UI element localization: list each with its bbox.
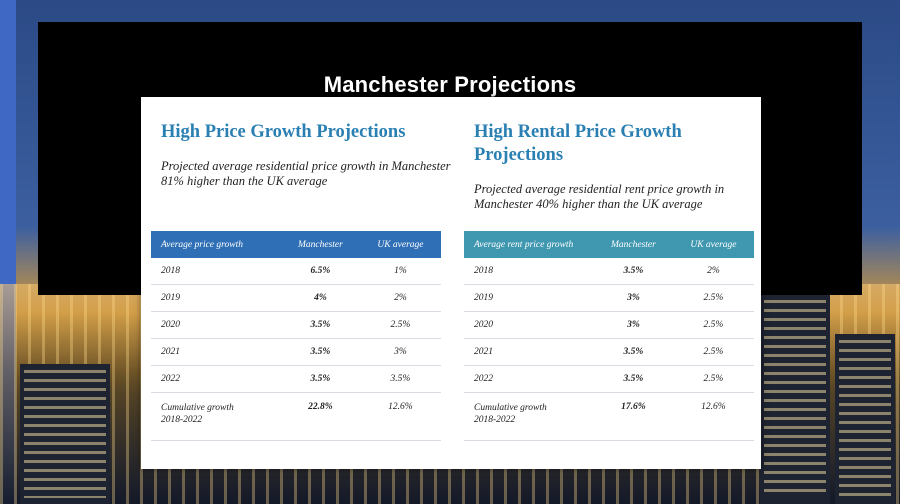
manchester-cell: 3.5% (281, 311, 360, 339)
cumulative-label-line1: Cumulative growth (161, 403, 234, 413)
table-row: 2018 3.5% 2% (464, 258, 754, 285)
year-cell: 2020 (464, 311, 594, 339)
cumulative-row: Cumulative growth 2018-2022 17.6% 12.6% (464, 392, 754, 441)
price-heading: High Price Growth Projections (161, 122, 406, 142)
manchester-cell: 3% (594, 311, 673, 339)
table-row: 2021 3.5% 2.5% (464, 338, 754, 366)
table-row: 2020 3.5% 2.5% (151, 311, 441, 339)
year-cell: 2019 (151, 284, 281, 312)
table-header-row: Average rent price growth Manchester UK … (464, 231, 754, 258)
table-row: 2019 4% 2% (151, 284, 441, 312)
cumulative-label: Cumulative growth 2018-2022 (464, 392, 594, 441)
year-cell: 2021 (464, 338, 594, 366)
price-subtitle: Projected average residential price grow… (161, 159, 451, 188)
manchester-cell: 3.5% (594, 338, 673, 366)
column-header: Manchester (281, 231, 360, 258)
uk-cell: 3.5% (359, 365, 441, 393)
table-header-row: Average price growth Manchester UK avera… (151, 231, 441, 258)
table-row: 2019 3% 2.5% (464, 284, 754, 312)
manchester-cell: 3.5% (281, 365, 360, 393)
rent-table: Average rent price growth Manchester UK … (464, 231, 754, 441)
uk-cell: 12.6% (672, 392, 754, 441)
cumulative-label-line2: 2018-2022 (474, 415, 516, 425)
cumulative-label-line1: Cumulative growth (474, 403, 547, 413)
rent-subtitle: Projected average residential rent price… (474, 182, 725, 211)
cumulative-row: Cumulative growth 2018-2022 22.8% 12.6% (151, 392, 441, 441)
column-header: Manchester (594, 231, 673, 258)
year-cell: 2022 (464, 365, 594, 393)
year-cell: 2021 (151, 338, 281, 366)
manchester-cell: 17.6% (594, 392, 673, 441)
projections-card: High Price Growth Projections Projected … (141, 97, 761, 469)
rent-growth-section: High Rental Price Growth Projections Pro… (464, 97, 754, 441)
table-row: 2020 3% 2.5% (464, 311, 754, 339)
year-cell: 2022 (151, 365, 281, 393)
uk-cell: 3% (359, 338, 441, 366)
building (835, 334, 895, 504)
cumulative-label-line2: 2018-2022 (161, 415, 203, 425)
uk-cell: 2% (672, 258, 754, 285)
building (760, 294, 830, 504)
price-table: Average price growth Manchester UK avera… (151, 231, 441, 441)
uk-cell: 1% (359, 258, 441, 285)
uk-cell: 2.5% (672, 338, 754, 366)
uk-cell: 2% (359, 284, 441, 312)
uk-cell: 12.6% (359, 392, 441, 441)
uk-cell: 2.5% (672, 311, 754, 339)
uk-cell: 2.5% (672, 365, 754, 393)
cumulative-label: Cumulative growth 2018-2022 (151, 392, 281, 441)
manchester-cell: 3% (594, 284, 673, 312)
manchester-cell: 3.5% (594, 258, 673, 285)
uk-cell: 2.5% (359, 311, 441, 339)
manchester-cell: 3.5% (281, 338, 360, 366)
column-header: Average rent price growth (464, 231, 594, 258)
column-header: UK average (359, 231, 441, 258)
year-cell: 2018 (151, 258, 281, 285)
price-growth-section: High Price Growth Projections Projected … (151, 97, 451, 441)
column-header: Average price growth (151, 231, 281, 258)
year-cell: 2018 (464, 258, 594, 285)
building (20, 364, 110, 504)
table-row: 2018 6.5% 1% (151, 258, 441, 285)
manchester-cell: 6.5% (281, 258, 360, 285)
column-header: UK average (672, 231, 754, 258)
year-cell: 2019 (464, 284, 594, 312)
uk-cell: 2.5% (672, 284, 754, 312)
page-title: Manchester Projections (323, 72, 577, 97)
table-row: 2021 3.5% 3% (151, 338, 441, 366)
manchester-cell: 22.8% (281, 392, 360, 441)
table-row: 2022 3.5% 3.5% (151, 365, 441, 393)
table-row: 2022 3.5% 2.5% (464, 365, 754, 393)
year-cell: 2020 (151, 311, 281, 339)
manchester-cell: 3.5% (594, 365, 673, 393)
manchester-cell: 4% (281, 284, 360, 312)
rent-heading: High Rental Price Growth Projections (474, 122, 682, 165)
